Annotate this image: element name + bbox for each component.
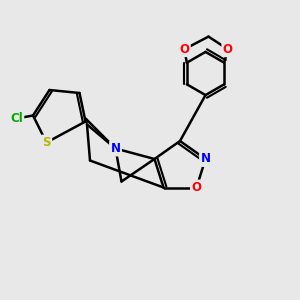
Text: O: O xyxy=(191,181,202,194)
Text: S: S xyxy=(42,136,51,149)
Text: Cl: Cl xyxy=(10,112,23,125)
Text: O: O xyxy=(223,43,233,56)
Text: O: O xyxy=(179,43,189,56)
Text: N: N xyxy=(110,142,121,155)
Text: N: N xyxy=(200,152,211,166)
